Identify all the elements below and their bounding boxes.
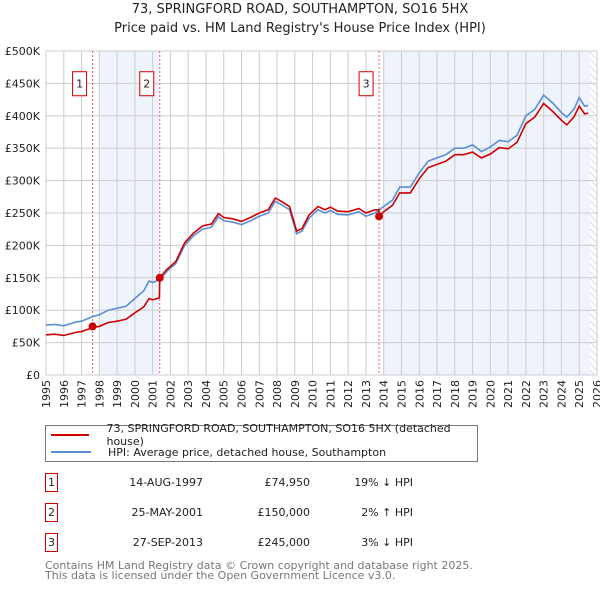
sale-number-box: 1 [45,473,58,492]
sale-marker-label: 2 [143,78,150,91]
sale-point [88,322,97,331]
sale-point [375,212,384,221]
y-tick-label: £400K [5,110,41,123]
footer-line-1: Contains HM Land Registry data © Crown c… [45,559,473,572]
y-tick-label: £450K [5,77,41,90]
sale-hpi-diff: 19% ↓ HPI [354,476,413,489]
x-tick-label: 2015 [395,380,408,408]
y-tick-label: £0 [26,369,40,382]
y-tick-label: £150K [5,272,41,285]
y-tick-label: £100K [5,304,41,317]
sale-marker-box [72,71,88,97]
sale-point [155,273,164,282]
x-tick-label: 2003 [182,380,195,408]
chart-subtitle: Price paid vs. HM Land Registry's House … [114,21,486,36]
sale-hpi-diff: 2% ↑ HPI [361,506,413,519]
sale-price: £150,000 [257,506,311,519]
sale-date: 14-AUG-1997 [129,476,203,489]
x-tick-label: 1996 [58,380,71,408]
sale-date: 27-SEP-2013 [132,536,203,549]
x-tick-label: 1998 [93,380,106,408]
footer-line-2: This data is licensed under the Open Gov… [45,569,396,582]
sale-marker-label: 1 [76,78,83,91]
legend-item-price: 73, SPRINGFORD ROAD, SOUTHAMPTON, SO16 5… [46,422,477,448]
sale-marker-box [139,71,155,97]
sale-price: £245,000 [257,536,311,549]
legend-item-hpi: HPI: Average price, detached house, Sout… [46,444,386,460]
x-tick-label: 2009 [289,380,302,408]
x-tick-label: 2016 [413,380,426,408]
x-tick-label: 2007 [253,380,266,408]
x-tick-label: 2025 [573,380,586,408]
sale-number-box: 3 [45,533,58,552]
hpi-line [45,93,589,327]
x-tick-label: 2001 [147,380,160,408]
x-tick-label: 2000 [129,380,142,408]
x-tick-label: 2026 [591,380,600,408]
y-tick-label: £250K [5,207,41,220]
x-tick-label: 1997 [76,380,89,408]
sale-price: £74,950 [264,476,311,489]
x-tick-label: 1999 [111,380,124,408]
y-tick-label: £300K [5,175,41,188]
chart-title: 73, SPRINGFORD ROAD, SOUTHAMPTON, SO16 5… [131,2,469,17]
x-tick-label: 2024 [555,380,568,408]
legend-label: HPI: Average price, detached house, Sout… [108,445,387,459]
legend-label: 73, SPRINGFORD ROAD, SOUTHAMPTON, SO16 5… [106,422,451,448]
x-tick-label: 2004 [200,380,213,408]
price-paid-line [45,102,589,337]
sale-marker-label: 3 [363,78,370,91]
legend: 73, SPRINGFORD ROAD, SOUTHAMPTON, SO16 5… [45,422,478,462]
x-tick-label: 2021 [502,380,515,408]
x-tick-label: 2018 [449,380,462,408]
sale-marker-box [358,71,374,97]
x-tick-label: 2020 [484,380,497,408]
plot-area: 1995 1996 1997 1998 1999 2000 2001 2002 2003 2004… [5,45,600,408]
x-tick-label: 2013 [360,380,373,408]
sale-number-box: 2 [45,503,58,522]
x-tick-label: 2022 [520,380,533,408]
legend-swatch [51,451,91,453]
y-tick-label: £50K [12,337,41,350]
x-tick-label: 2008 [271,380,284,408]
x-tick-label: 1995 [40,380,53,408]
x-tick-label: 2010 [307,380,320,408]
x-tick-label: 2023 [538,380,551,408]
legend-swatch [51,434,90,436]
x-tick-label: 2012 [342,380,355,408]
sale-hpi-diff: 3% ↓ HPI [361,536,413,549]
x-tick-label: 2006 [236,380,249,408]
y-tick-label: £500K [5,45,41,58]
x-tick-label: 2017 [431,380,444,408]
x-tick-label: 2011 [324,380,337,408]
sale-date: 25-MAY-2001 [131,506,203,519]
y-tick-label: £200K [5,239,41,252]
y-tick-label: £350K [5,142,41,155]
x-tick-label: 2014 [378,380,391,408]
x-tick-label: 2002 [164,380,177,408]
x-tick-label: 2005 [218,380,231,408]
x-tick-label: 2019 [467,380,480,408]
